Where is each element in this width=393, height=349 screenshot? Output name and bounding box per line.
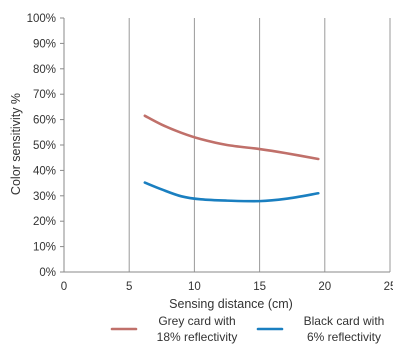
x-tick-label: 20: [318, 281, 331, 293]
x-axis-title: Sensing distance (cm): [169, 297, 293, 311]
series-line-black-card: [143, 181, 320, 203]
y-tick-label: 30%: [33, 191, 56, 203]
legend: Grey card with 18% reflectivity Black card…: [110, 314, 385, 344]
y-tick-labels: 0% 10% 20% 30% 40% 50% 60% 70% 80% 90% 100%: [27, 13, 56, 279]
series-line-grey-card: [143, 114, 320, 161]
y-tick-label: 80%: [33, 64, 56, 76]
series-lines: [143, 114, 320, 203]
y-tick-label: 100%: [27, 13, 56, 25]
x-tick-label: 0: [61, 281, 67, 293]
y-tick-label: 60%: [33, 115, 56, 127]
y-tick-label: 0%: [39, 267, 56, 279]
y-tick-label: 90%: [33, 38, 56, 50]
y-tick-label: 50%: [33, 140, 56, 152]
x-tick-label: 10: [188, 281, 201, 293]
legend-label: Grey card with: [158, 314, 235, 328]
y-axis-title: Color sensitivity %: [9, 93, 23, 195]
legend-label: Black card with: [304, 314, 385, 328]
y-tick-label: 20%: [33, 216, 56, 228]
y-tick-label: 40%: [33, 165, 56, 177]
y-tick-label: 70%: [33, 89, 56, 101]
y-tick-label: 10%: [33, 242, 56, 254]
x-tick-label: 15: [253, 281, 266, 293]
x-tick-label: 5: [126, 281, 132, 293]
gridlines: [128, 18, 391, 272]
axes: [60, 17, 390, 273]
x-tick-labels: 0 5 10 15 20 25: [61, 281, 393, 293]
legend-label: 18% reflectivity: [157, 330, 238, 344]
x-tick-label: 25: [384, 281, 393, 293]
legend-label: 6% reflectivity: [307, 330, 381, 344]
